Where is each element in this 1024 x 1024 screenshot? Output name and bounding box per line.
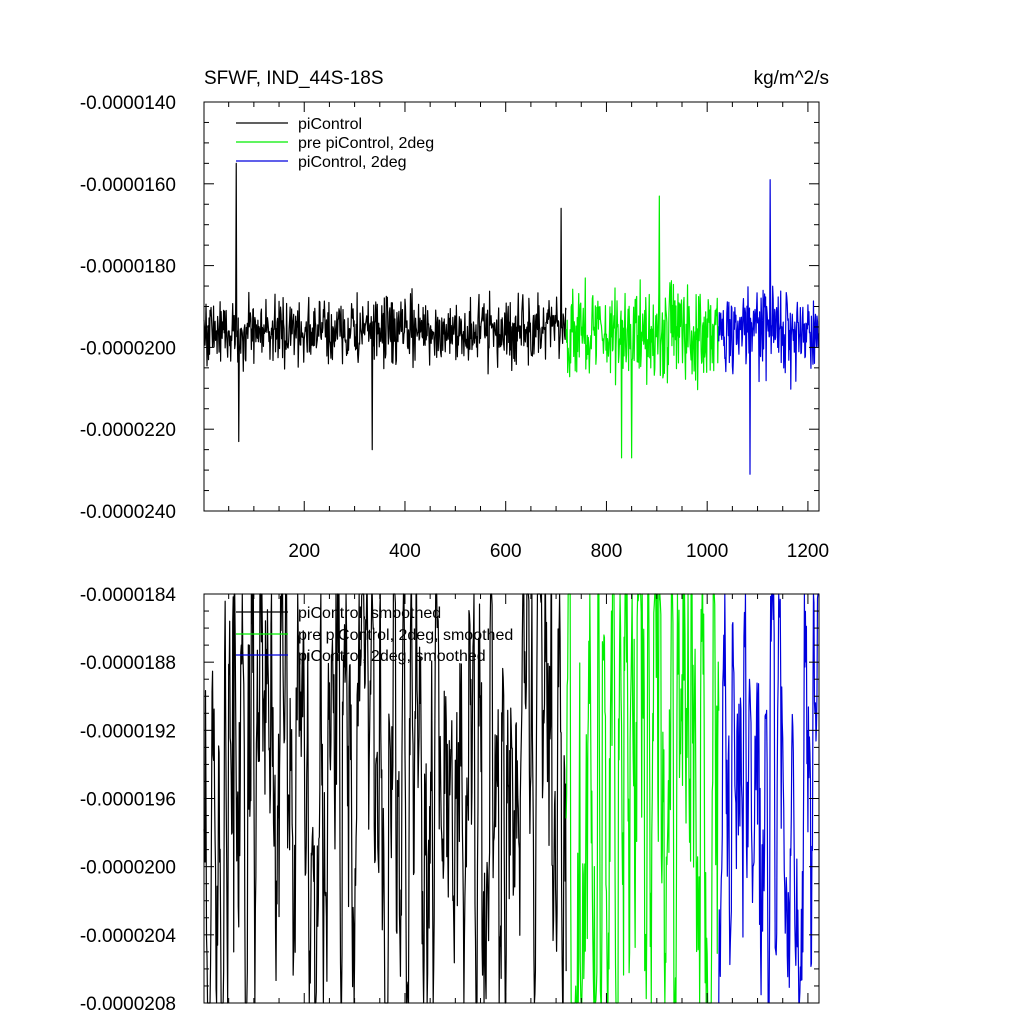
series-line-smoothed-3 xyxy=(718,593,820,1004)
y-tick-label: -0.0000192 xyxy=(80,721,176,742)
y-tick-label: -0.0000204 xyxy=(80,926,177,947)
panel-raw-legend: piControl pre piControl, 2deg piControl,… xyxy=(236,116,434,171)
y-tick-label: -0.0000208 xyxy=(80,994,176,1015)
panel-smoothed-y-tick-labels: -0.0000184 -0.0000188 -0.0000192 -0.0000196… xyxy=(80,585,177,1015)
panel-smoothed-ticks xyxy=(204,593,819,1004)
y-tick-label: -0.0000196 xyxy=(80,790,176,811)
y-tick-label: -0.0000160 xyxy=(80,175,176,196)
y-tick-label: -0.0000184 xyxy=(80,585,177,606)
y-tick-label: -0.0000180 xyxy=(80,257,176,278)
panel-raw-ticks xyxy=(204,101,819,512)
y-tick-label: -0.0000200 xyxy=(80,338,176,359)
series-line-raw-3 xyxy=(718,179,820,475)
panel-raw-series-group xyxy=(203,162,820,475)
panel-raw-units: kg/m^2/s xyxy=(754,68,829,89)
x-tick-label: 1200 xyxy=(787,541,829,562)
panel-raw: SFWF, IND_44S-18S kg/m^2/s -0.0000140-0.… xyxy=(80,68,829,562)
panel-raw-x-tick-labels: 200 400 600 800 1000 1200 xyxy=(288,541,829,562)
legend-label-pre-picontrol-2deg-smoothed: pre piControl, 2deg, smoothed xyxy=(298,627,513,644)
x-tick-label: 1000 xyxy=(686,541,728,562)
panel-raw-y-tick-labels: -0.0000140 -0.0000160 -0.0000180 -0.0000200… xyxy=(80,93,176,523)
series-line-raw-1 xyxy=(203,162,567,451)
legend-label-picontrol-2deg: piControl, 2deg xyxy=(298,154,407,171)
series-line-raw-2 xyxy=(565,195,720,459)
x-tick-label: 400 xyxy=(389,541,421,562)
y-tick-label: -0.0000140 xyxy=(80,93,176,114)
legend-label-picontrol-smoothed: piControl, smoothed xyxy=(298,605,441,622)
x-tick-label: 800 xyxy=(591,541,623,562)
legend-label-picontrol-2deg-smoothed: piControl, 2deg, smoothed xyxy=(298,648,486,665)
y-tick-label: -0.0000220 xyxy=(80,420,176,441)
panel-smoothed: -0.0000184 -0.0000188 -0.0000192 -0.0000196… xyxy=(80,585,820,1015)
x-tick-label: 200 xyxy=(288,541,320,562)
legend-label-pre-picontrol-2deg: pre piControl, 2deg xyxy=(298,135,434,152)
y-tick-label: -0.0000200 xyxy=(80,858,176,879)
series-line-smoothed-2 xyxy=(565,593,720,1004)
y-tick-label: -0.0000188 xyxy=(80,653,176,674)
panel-smoothed-legend: piControl, smoothed pre piControl, 2deg,… xyxy=(236,605,513,665)
x-tick-label: 600 xyxy=(490,541,522,562)
panel-raw-title: SFWF, IND_44S-18S xyxy=(204,68,384,89)
legend-label-picontrol: piControl xyxy=(298,116,362,133)
y-tick-label: -0.0000240 xyxy=(80,502,176,523)
